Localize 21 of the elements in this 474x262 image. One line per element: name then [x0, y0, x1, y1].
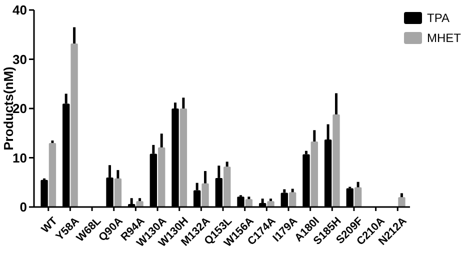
bar: [224, 166, 231, 207]
bar: [202, 183, 209, 207]
y-tick-label: 30: [12, 52, 27, 67]
bar: [398, 197, 406, 207]
bar: [288, 192, 296, 207]
y-tick-label: 0: [20, 200, 27, 215]
y-tick-label: 10: [12, 150, 27, 166]
bar: [245, 199, 253, 207]
legend-label: MHET: [427, 31, 462, 46]
y-tick-label: 40: [12, 2, 27, 18]
bar: [354, 187, 362, 207]
bar: [267, 201, 274, 207]
bar: [48, 142, 56, 207]
bar: [332, 114, 340, 207]
bar: [136, 201, 144, 207]
legend-label: TPA: [427, 11, 450, 26]
bar: [158, 147, 166, 207]
bar: [180, 108, 188, 207]
bar: [310, 141, 318, 207]
bar: [114, 178, 122, 207]
bar: [70, 43, 78, 207]
